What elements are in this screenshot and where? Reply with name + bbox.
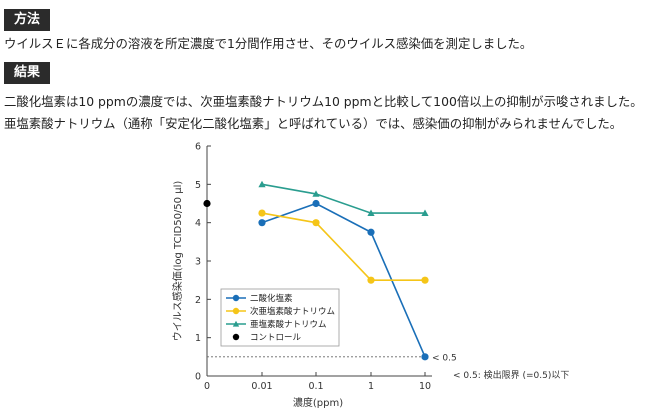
data-point-3 (203, 199, 211, 208)
data-point-1 (367, 276, 375, 284)
data-point-0 (258, 219, 266, 227)
data-point-1 (258, 209, 266, 217)
legend-marker-1 (232, 307, 240, 315)
method-heading: 方法 (4, 9, 51, 31)
legend-label-1: 次亜塩素酸ナトリウム (250, 306, 335, 317)
data-point-0 (421, 353, 429, 361)
data-point-2 (258, 180, 266, 188)
y-tick-label: 4 (195, 218, 201, 229)
data-point-1 (312, 219, 320, 227)
data-point-1 (421, 276, 429, 284)
y-tick-label: 1 (195, 333, 201, 344)
data-point-2 (421, 209, 429, 216)
y-tick-label: 5 (195, 180, 201, 191)
detection-limit-point-label: < 0.5 (432, 353, 457, 363)
result-text-line-2: 亜塩素酸ナトリウム（通称「安定化二酸化塩素」と呼ばれている）では、感染価の抑制が… (4, 116, 623, 131)
data-point-2 (312, 190, 320, 197)
data-point-2 (367, 209, 375, 216)
legend-label-0: 二酸化塩素 (250, 293, 293, 304)
y-axis-title: ウイルス感染価(log TCID50/50 μl) (171, 181, 184, 342)
x-tick-label: 0 (204, 381, 210, 392)
series-line-0 (261, 202, 426, 358)
result-text-line-1: 二酸化塩素は10 ppmの濃度では、次亜塩素酸ナトリウム10 ppmと比較して1… (4, 94, 643, 109)
detection-limit-note: < 0.5: 検出限界 (=0.5)以下 (453, 369, 569, 381)
legend-label-2: 亜塩素酸ナトリウム (250, 319, 327, 330)
series-line-2 (261, 183, 425, 214)
data-point-0 (312, 199, 320, 208)
method-text: ウイルスＥに各成分の溶液を所定濃度で1分間作用させ、そのウイルス感染価を測定しま… (4, 36, 533, 51)
legend-marker-0 (232, 294, 240, 302)
x-tick-label: 10 (419, 381, 431, 392)
y-tick-label: 2 (195, 295, 201, 306)
data-point-0 (367, 228, 375, 236)
series-line-1 (261, 212, 425, 281)
legend-marker-3 (232, 333, 240, 341)
x-tick-label: 0.01 (251, 381, 272, 392)
y-tick-label: 6 (195, 142, 201, 153)
x-tick-label: 1 (368, 381, 374, 392)
legend-marker-2 (232, 320, 240, 327)
result-heading: 結果 (4, 62, 51, 84)
x-tick-label: 0.1 (308, 381, 323, 392)
legend-label-3: コントロール (250, 333, 302, 343)
y-tick-label: 3 (195, 257, 201, 268)
x-axis-title: 濃度(ppm) (293, 396, 343, 409)
y-tick-label: 0 (195, 372, 201, 383)
